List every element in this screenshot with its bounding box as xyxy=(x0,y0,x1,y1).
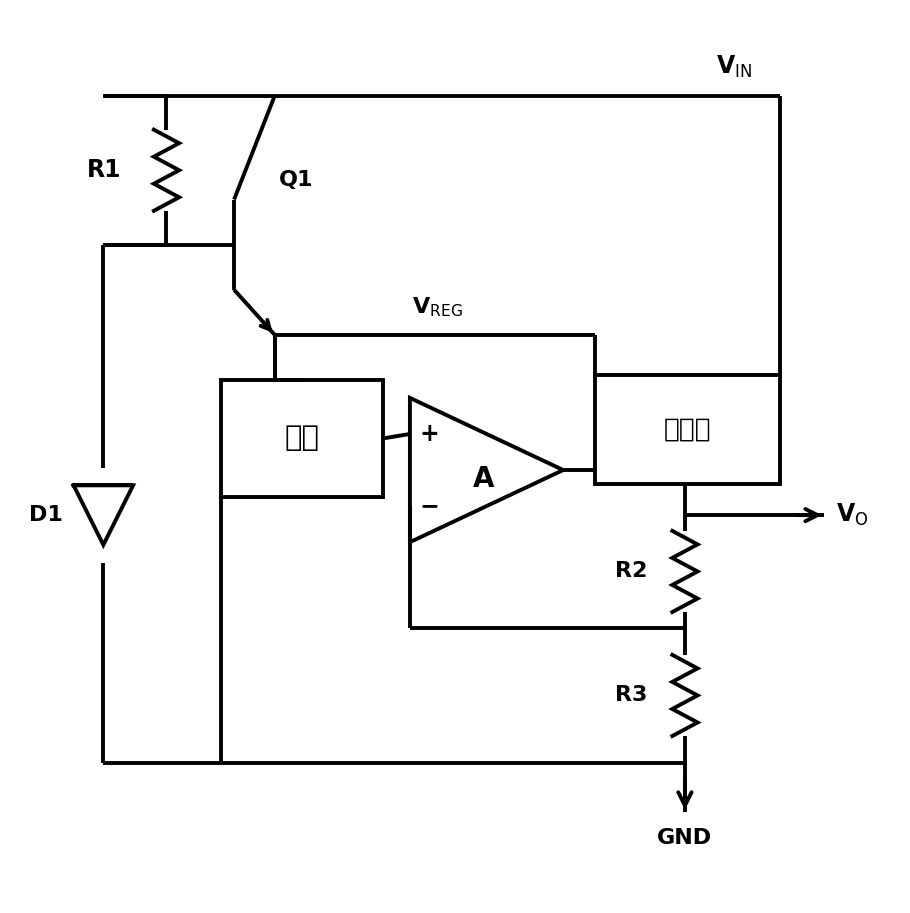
Text: V$_\mathrm{O}$: V$_\mathrm{O}$ xyxy=(835,502,868,529)
FancyBboxPatch shape xyxy=(220,380,383,497)
Text: Q1: Q1 xyxy=(279,170,314,190)
FancyBboxPatch shape xyxy=(595,375,780,484)
Text: 调整管: 调整管 xyxy=(663,416,711,443)
Text: +: + xyxy=(420,422,440,446)
Text: V$_\mathrm{IN}$: V$_\mathrm{IN}$ xyxy=(716,53,753,79)
Text: −: − xyxy=(420,494,440,518)
Text: 基准: 基准 xyxy=(284,425,319,453)
Text: V$_\mathrm{REG}$: V$_\mathrm{REG}$ xyxy=(411,295,462,319)
Text: D1: D1 xyxy=(29,505,63,525)
Text: R2: R2 xyxy=(614,561,647,582)
Text: R3: R3 xyxy=(614,686,647,706)
Text: A: A xyxy=(473,465,495,493)
Text: GND: GND xyxy=(657,828,713,848)
Text: R1: R1 xyxy=(86,158,121,183)
